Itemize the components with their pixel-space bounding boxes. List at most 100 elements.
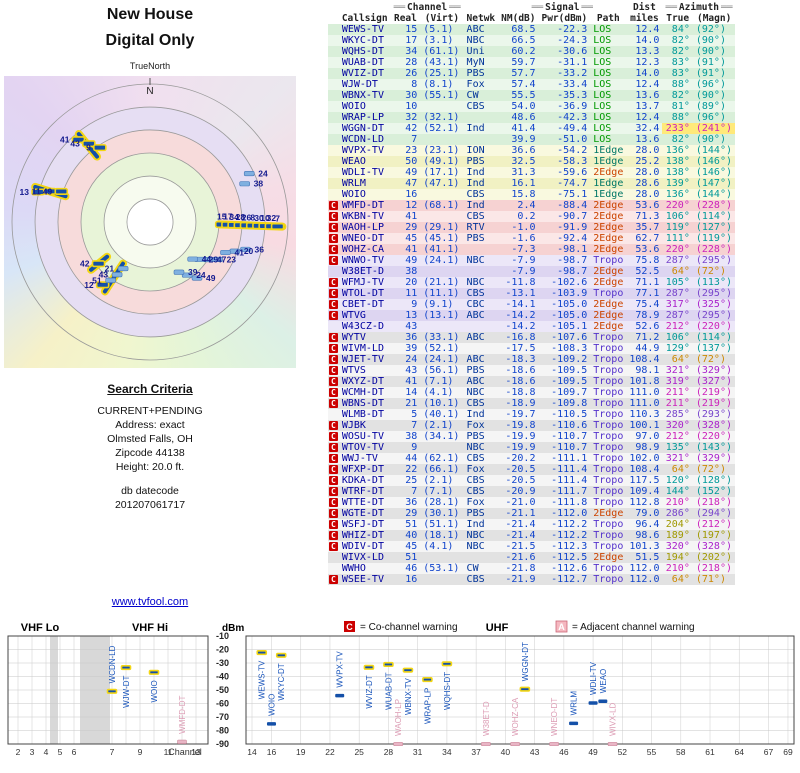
- network-cell: NBC: [466, 255, 485, 266]
- power-cell: -111.4: [551, 464, 588, 475]
- warning-cell: C: [328, 464, 339, 475]
- distance-cell: 108.4: [629, 464, 660, 475]
- table-row: WRLM 47 (47.1) Ind 16.1 -74.7 1Edge 28.6 139° (14…: [328, 178, 736, 189]
- noise-margin-cell: -19.8: [505, 420, 536, 431]
- power-cell: -42.3: [557, 112, 588, 123]
- table-row: C WJBK 7 (2.1) Fox -19.8 -110.6 Tropo 100.1 320° (…: [328, 420, 736, 431]
- table-row: C WKBN-TV 41 CBS 0.2 -90.7 2Edge 71.3 106° (114°): [328, 211, 736, 222]
- real-channel-cell: 43: [405, 365, 418, 376]
- warning-cell: [328, 123, 339, 134]
- distance-cell: 44.9: [635, 343, 660, 354]
- network-cell: CBS: [466, 486, 485, 497]
- co-channel-warning-badge: C: [329, 454, 338, 463]
- azimuth-true-cell: 138°: [665, 156, 690, 167]
- radar-marker-label: 9: [86, 143, 91, 153]
- co-channel-warning-badge: C: [329, 311, 338, 320]
- noise-margin-cell: -1.0: [511, 222, 536, 233]
- callsign-cell: WWJ-TV: [341, 453, 378, 464]
- power-cell: -111.7: [551, 486, 588, 497]
- table-row: C WSEE-TV 16 CBS -21.9 -112.7 Tropo 112.0 64° (71…: [328, 574, 736, 585]
- power-cell: -112.2: [551, 530, 588, 541]
- network-cell: MyN: [466, 57, 485, 68]
- channel-tick-label: 52: [618, 747, 628, 757]
- noise-margin-cell: 15.8: [511, 189, 536, 200]
- power-cell: -102.6: [551, 277, 588, 288]
- callsign-cell: WIVX-LD: [341, 552, 384, 563]
- path-cell: 2Edge: [593, 167, 624, 178]
- callsign-cell: WLMB-DT: [341, 409, 384, 420]
- station-marker: [275, 652, 287, 658]
- power-cell: -90.7: [557, 211, 588, 222]
- noise-margin-cell: -21.4: [505, 530, 536, 541]
- path-cell: LOS: [593, 90, 612, 101]
- network-cell: Uni: [466, 46, 485, 57]
- station-callsign-label: WKYC-DT: [277, 663, 286, 700]
- group-header-signal: Signal: [498, 2, 626, 13]
- network-cell: [464, 112, 499, 123]
- noise-margin-cell: -14.2: [505, 310, 536, 321]
- co-channel-warning-badge: C: [329, 289, 338, 298]
- station-callsign-label: WEWS-TV: [258, 660, 267, 699]
- spectrum-chart-canvas: -10 -20 -30 -40 -50 -60 -70 -80 -90 VHF Lo VHF Hi d…: [7, 620, 795, 757]
- distance-cell: 53.6: [635, 200, 660, 211]
- azimuth-magnetic-cell: (147°): [695, 178, 732, 189]
- path-cell: Tropo: [593, 409, 624, 420]
- azimuth-true-cell: 139°: [665, 178, 690, 189]
- tvfool-link[interactable]: www.tvfool.com: [111, 596, 189, 608]
- azimuth-true-cell: 82°: [671, 46, 690, 57]
- real-channel-cell: 38: [405, 266, 418, 277]
- virtual-channel-cell: [420, 552, 463, 563]
- table-row: C WWJ-TV 44 (62.1) CBS -20.2 -111.1 Tropo 102.0 3…: [328, 453, 736, 464]
- power-cell: -112.6: [551, 563, 588, 574]
- power-cell: -110.6: [551, 420, 588, 431]
- azimuth-magnetic-cell: (128°): [695, 475, 732, 486]
- warning-cell: C: [328, 387, 339, 398]
- distance-cell: 112.8: [629, 497, 660, 508]
- virtual-channel-cell: (25.1): [423, 68, 460, 79]
- distance-cell: 13.6: [635, 134, 660, 145]
- station-callsign-label: WOIO: [267, 694, 276, 716]
- table-row: C WOSU-TV 38 (34.1) PBS -19.9 -110.7 Tropo 97.0 2…: [328, 431, 736, 442]
- vhf-hi-label: VHF Hi: [132, 622, 168, 634]
- group-header-channel: Channel: [391, 2, 464, 13]
- channel-tick-label: 3: [30, 747, 35, 757]
- warning-cell: C: [328, 420, 339, 431]
- noise-margin-cell: 60.2: [511, 46, 536, 57]
- station-callsign-label: WAOH-LP: [394, 699, 403, 736]
- power-cell: -112.0: [551, 508, 588, 519]
- co-channel-warning-badge: C: [329, 344, 338, 353]
- station-marker: [106, 688, 118, 694]
- azimuth-magnetic-cell: (212°): [695, 519, 732, 530]
- warning-cell: [328, 101, 339, 112]
- station-marker: [335, 693, 345, 698]
- power-cell: -111.8: [551, 497, 588, 508]
- real-channel-cell: 41: [405, 376, 418, 387]
- station-marker: [607, 741, 618, 747]
- virtual-channel-cell: [420, 189, 463, 200]
- network-cell: Ind: [466, 167, 485, 178]
- virtual-channel-cell: (18.1): [423, 530, 460, 541]
- distance-cell: 117.5: [629, 475, 660, 486]
- power-cell: -108.3: [551, 343, 588, 354]
- distance-cell: 51.5: [635, 552, 660, 563]
- azimuth-magnetic-cell: (113°): [695, 277, 732, 288]
- radar-marker-label: 47: [217, 255, 227, 265]
- real-channel-cell: 16: [405, 574, 418, 585]
- real-channel-cell: 7: [411, 420, 418, 431]
- radar-marker-label: 17: [223, 212, 233, 222]
- real-channel-cell: 44: [405, 453, 418, 464]
- co-channel-warning-badge: C: [329, 476, 338, 485]
- path-cell: LOS: [593, 57, 612, 68]
- table-row: WQHS-DT 34 (61.1) Uni 60.2 -30.6 LOS 13.3 82° (90…: [328, 46, 736, 57]
- table-row: C WTOV-TV 9 NBC -19.9 -110.7 Tropo 98.9 135° (143…: [328, 442, 736, 453]
- co-channel-warning-badge: C: [329, 487, 338, 496]
- callsign-cell: WBNX-TV: [341, 90, 384, 101]
- virtual-channel-cell: [420, 574, 463, 585]
- noise-margin-cell: 59.7: [511, 57, 536, 68]
- path-cell: LOS: [593, 123, 612, 134]
- power-cell: -24.3: [557, 35, 588, 46]
- network-cell: Ind: [466, 178, 485, 189]
- distance-cell: 110.3: [629, 409, 660, 420]
- col-header-pwr: Pwr(dBm): [541, 13, 588, 24]
- callsign-cell: WQHS-DT: [341, 46, 384, 57]
